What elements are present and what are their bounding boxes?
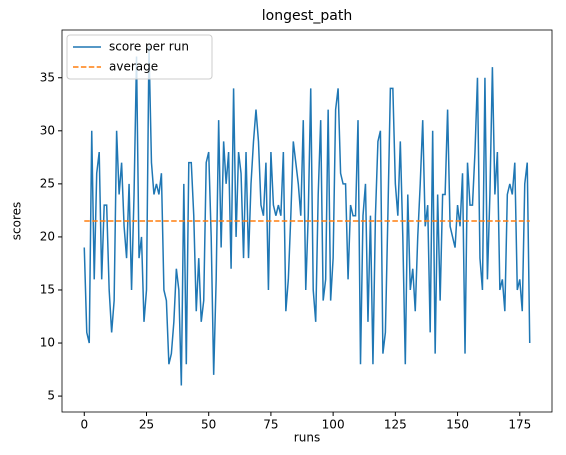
x-axis-label: runs [294, 431, 320, 445]
y-tick-label: 5 [47, 389, 55, 403]
y-tick-label: 25 [40, 176, 55, 190]
x-tick-label: 125 [384, 418, 407, 432]
plot-frame [61, 29, 553, 413]
y-tick-label: 35 [40, 70, 55, 84]
x-tick-label: 75 [263, 418, 278, 432]
x-tick-label: 175 [508, 418, 531, 432]
legend-box [66, 34, 213, 80]
x-tick-label: 25 [139, 418, 154, 432]
y-tick-label: 10 [40, 336, 55, 350]
y-axis-label: scores [10, 202, 24, 241]
legend-label: score per run [109, 40, 189, 54]
y-tick-label: 30 [40, 123, 55, 137]
x-tick-label: 50 [201, 418, 216, 432]
y-tick-label: 20 [40, 229, 55, 243]
legend-label: average [109, 60, 158, 74]
x-tick-label: 100 [322, 418, 345, 432]
y-tick-label: 15 [40, 282, 55, 296]
chart-title: longest_path [262, 8, 352, 24]
x-tick-label: 0 [80, 418, 88, 432]
x-tick-label: 150 [446, 418, 469, 432]
data-line [83, 45, 531, 386]
